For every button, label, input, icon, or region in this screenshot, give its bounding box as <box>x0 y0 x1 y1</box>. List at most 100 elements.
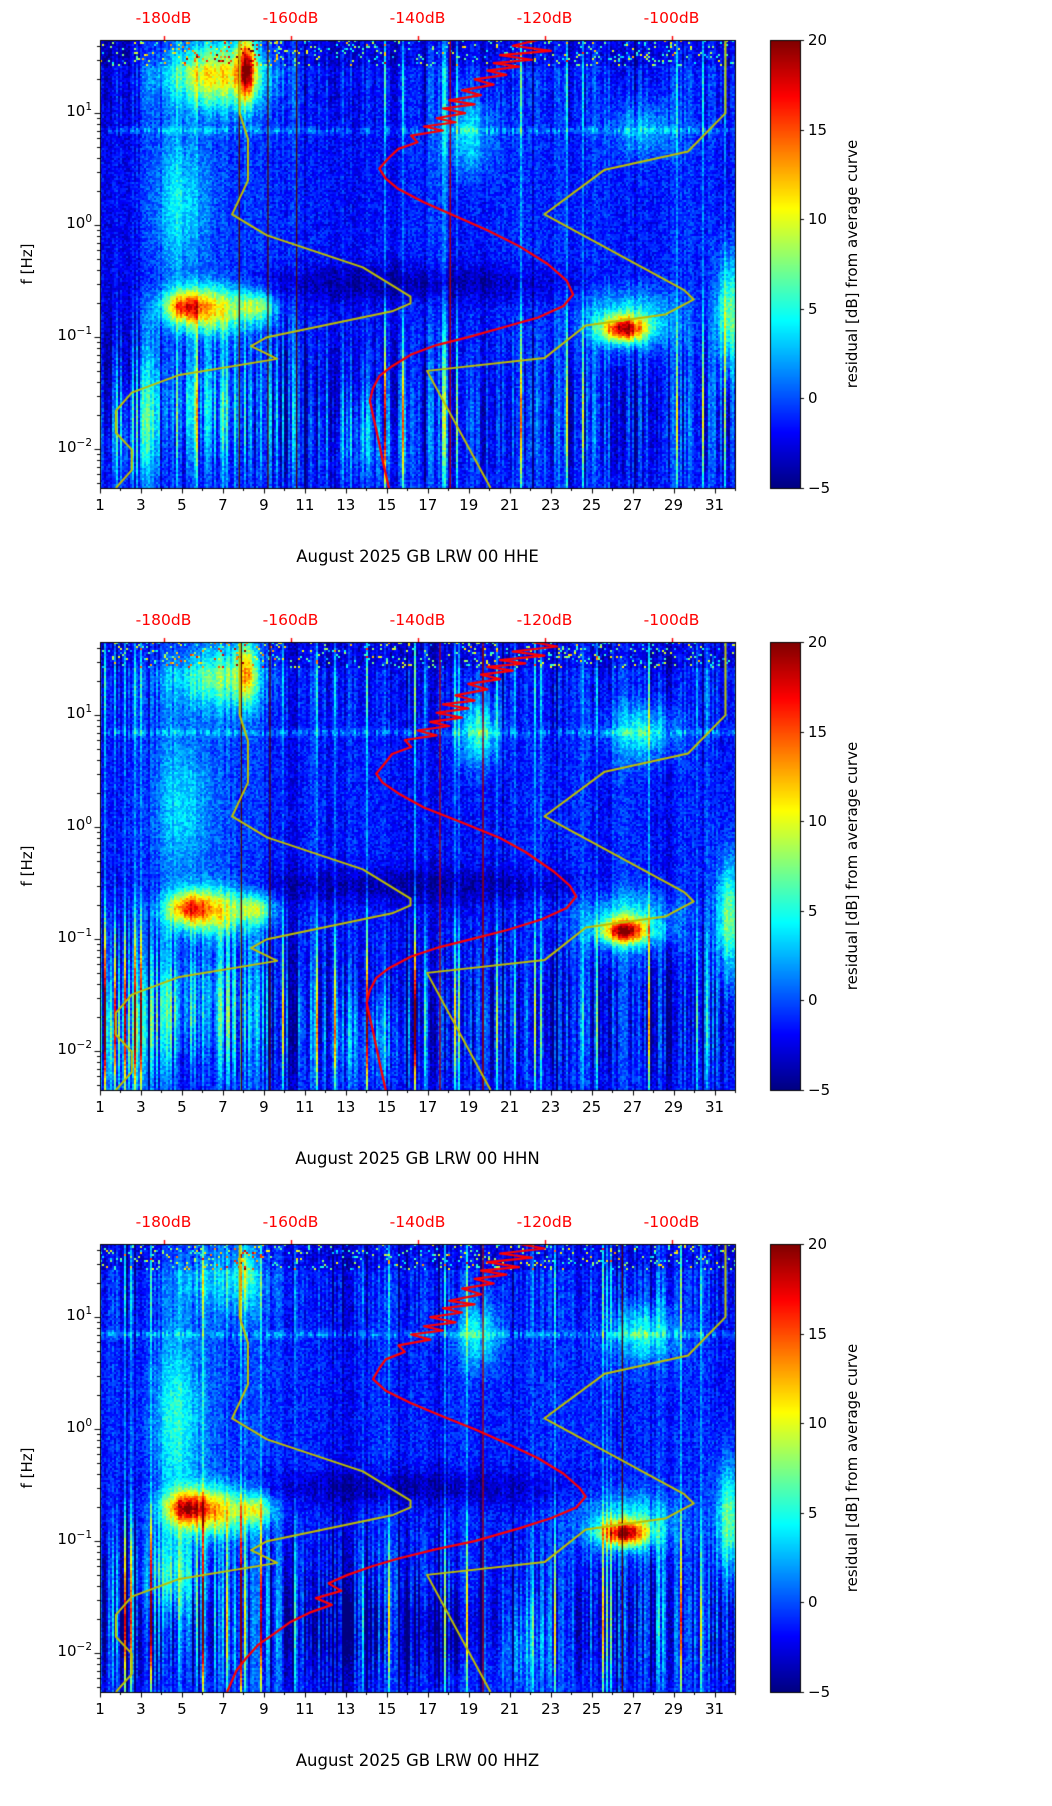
y-axis-label: f [Hz] <box>17 845 36 887</box>
x-axis-tick-label: 21 <box>500 1700 520 1718</box>
y-axis-tick-label: 100 <box>0 213 92 232</box>
x-axis-tick-label: 11 <box>295 496 315 514</box>
top-axis-db-label: -140dB <box>389 9 446 27</box>
top-axis-db-label: -100dB <box>643 9 700 27</box>
x-axis-tick-label: 7 <box>218 1098 228 1116</box>
x-axis-tick-label: 9 <box>259 496 269 514</box>
y-tick-exponent: 0 <box>85 213 92 226</box>
subplot-panel-hhn: -180dB -160dB -140dB -120dB -100dB 1 3 5 7 9 11 13 1… <box>0 602 1052 1204</box>
colorbar-tick-label: 15 <box>808 120 828 139</box>
y-tick-base: 10 <box>66 1418 86 1437</box>
y-axis-tick-label: 100 <box>0 1417 92 1437</box>
y-tick-base: 10 <box>57 1040 77 1059</box>
x-axis-tick-label: 31 <box>704 496 725 514</box>
x-axis-tick-label: 3 <box>136 1700 146 1718</box>
y-axis-tick-label: 10−1 <box>0 325 92 345</box>
spectrogram-canvas-hhz <box>0 1204 1052 1806</box>
y-axis-tick-label: 10−2 <box>0 1039 92 1059</box>
x-axis-tick-label: 17 <box>418 1098 438 1116</box>
x-axis-tick-label: 7 <box>218 1700 228 1718</box>
top-axis-db-label: -120dB <box>516 611 573 629</box>
y-axis-tick-label: 10−2 <box>0 1641 92 1660</box>
colorbar-tick-label: −5 <box>808 1682 831 1701</box>
subplot-title: August 2025 GB LRW 00 HHZ <box>295 1751 540 1770</box>
x-axis-tick-label: 9 <box>259 1098 269 1116</box>
y-tick-base: 10 <box>66 1306 86 1325</box>
y-tick-base: 10 <box>57 928 77 947</box>
x-axis-tick-label: 19 <box>459 1098 479 1116</box>
x-axis-tick-label: 27 <box>623 496 643 514</box>
colorbar-tick-label: 15 <box>808 1324 828 1343</box>
y-tick-exponent: 1 <box>85 1305 92 1318</box>
x-axis-tick-label: 5 <box>177 1700 187 1718</box>
top-axis-db-label: -160dB <box>262 9 319 27</box>
x-axis-tick-label: 9 <box>259 1700 269 1718</box>
y-tick-base: 10 <box>66 816 86 835</box>
subplot-panel-hhz: -180dB -160dB -140dB -120dB -100dB 1 3 5 7 9 11 13 1… <box>0 1204 1052 1806</box>
x-axis-tick-label: 25 <box>582 1700 602 1718</box>
spectrogram-canvas-hhn <box>0 602 1052 1204</box>
x-axis-tick-label: 1 <box>95 1700 105 1718</box>
x-axis-tick-label: 29 <box>664 1098 684 1116</box>
y-axis-label: f [Hz] <box>17 1447 36 1489</box>
x-axis-tick-label: 1 <box>95 1098 105 1116</box>
colorbar-tick-label: 5 <box>808 901 818 920</box>
y-tick-base: 10 <box>57 1530 77 1549</box>
x-axis-tick-label: 5 <box>177 1098 187 1116</box>
colorbar-label: residual [dB] from average curve <box>842 139 861 389</box>
x-axis-tick-label: 1 <box>95 496 105 514</box>
x-axis-tick-label: 21 <box>500 496 520 514</box>
x-axis-tick-label: 31 <box>704 1700 725 1718</box>
y-axis-label: f [Hz] <box>17 243 36 285</box>
top-axis-db-label: -180dB <box>135 9 192 27</box>
y-tick-exponent: −2 <box>76 1641 92 1654</box>
y-tick-base: 10 <box>66 704 86 723</box>
colorbar-label: residual [dB] from average curve <box>842 741 861 991</box>
y-tick-base: 10 <box>66 102 86 121</box>
colorbar-tick-label: 5 <box>808 1503 818 1522</box>
y-tick-exponent: 0 <box>85 815 92 828</box>
x-axis-tick-label: 13 <box>336 1700 356 1718</box>
x-axis-tick-label: 23 <box>541 1700 561 1718</box>
x-axis-tick-label: 25 <box>582 1098 602 1116</box>
x-axis-tick-label: 15 <box>377 1098 397 1116</box>
y-axis-tick-label: 101 <box>0 703 92 723</box>
colorbar-tick-label: 10 <box>808 1413 828 1432</box>
x-axis-tick-label: 7 <box>218 496 228 514</box>
subplot-title: August 2025 GB LRW 00 HHN <box>295 1149 540 1168</box>
colorbar-tick-label: 0 <box>808 389 818 408</box>
x-axis-tick-label: 13 <box>336 496 356 514</box>
y-tick-base: 10 <box>57 438 77 457</box>
colorbar-tick-label: 20 <box>808 30 828 49</box>
y-tick-exponent: −1 <box>76 927 92 940</box>
y-tick-base: 10 <box>57 326 77 345</box>
colorbar-tick-label: −5 <box>808 1080 831 1099</box>
spectrogram-canvas-hhe <box>0 0 1052 602</box>
colorbar-label: residual [dB] from average curve <box>842 1343 861 1593</box>
colorbar-tick-label: 5 <box>808 299 818 318</box>
y-tick-exponent: 0 <box>85 1417 92 1430</box>
x-axis-tick-label: 11 <box>295 1098 315 1116</box>
y-axis-tick-label: 10−1 <box>0 927 92 947</box>
x-axis-tick-label: 13 <box>336 1098 356 1116</box>
colorbar-tick-label: 15 <box>808 722 828 741</box>
colorbar-tick-label: −5 <box>808 478 831 497</box>
y-tick-exponent: 1 <box>85 703 92 716</box>
top-axis-db-label: -180dB <box>135 611 192 629</box>
x-axis-tick-label: 29 <box>664 496 684 514</box>
x-axis-tick-label: 5 <box>177 496 187 514</box>
y-axis-tick-label: 101 <box>0 101 92 121</box>
y-tick-exponent: 1 <box>85 101 92 114</box>
x-axis-tick-label: 21 <box>500 1098 520 1116</box>
x-axis-tick-label: 23 <box>541 496 561 514</box>
colorbar-tick-label: 20 <box>808 632 828 651</box>
x-axis-tick-label: 25 <box>582 496 602 514</box>
top-axis-db-label: -120dB <box>516 9 573 27</box>
x-axis-tick-label: 17 <box>418 496 438 514</box>
top-axis-db-label: -100dB <box>643 611 700 629</box>
y-tick-exponent: −1 <box>76 325 92 338</box>
x-axis-tick-label: 17 <box>418 1700 438 1718</box>
x-axis-tick-label: 3 <box>136 1098 146 1116</box>
x-axis-tick-label: 23 <box>541 1098 561 1116</box>
